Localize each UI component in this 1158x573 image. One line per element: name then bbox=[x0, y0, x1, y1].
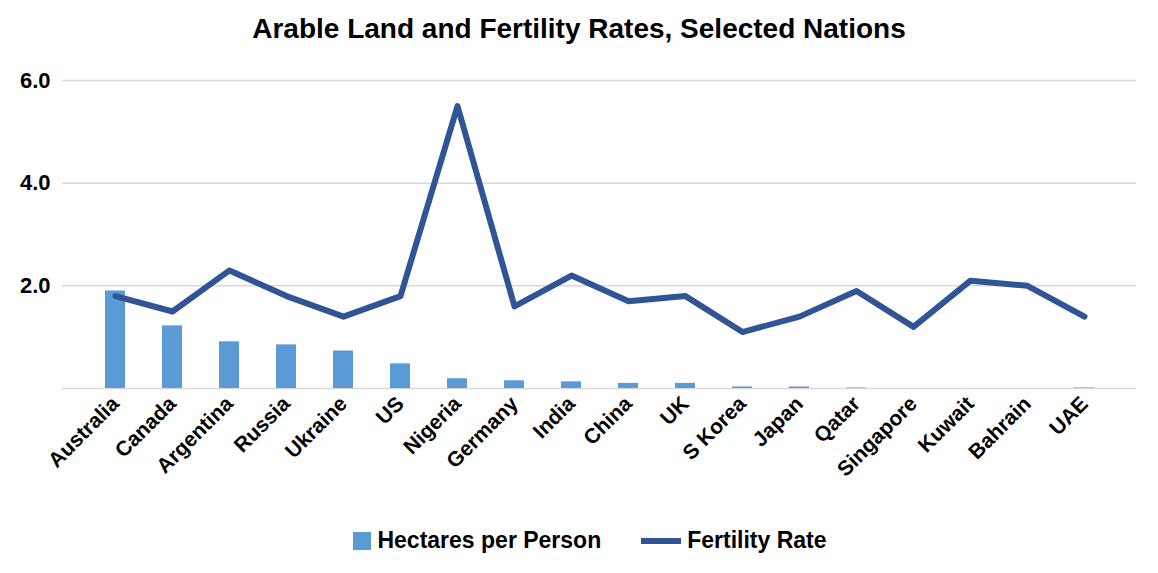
svg-text:S Korea: S Korea bbox=[678, 391, 751, 464]
svg-text:UAE: UAE bbox=[1044, 392, 1092, 440]
svg-text:Russia: Russia bbox=[229, 391, 295, 457]
svg-text:Singapore: Singapore bbox=[832, 392, 921, 481]
svg-text:Canada: Canada bbox=[110, 391, 181, 462]
svg-text:Kuwait: Kuwait bbox=[913, 391, 979, 457]
svg-text:Japan: Japan bbox=[748, 392, 807, 451]
svg-text:China: China bbox=[579, 391, 637, 449]
svg-text:6.0: 6.0 bbox=[20, 68, 51, 93]
svg-text:US: US bbox=[371, 392, 408, 429]
svg-text:India: India bbox=[528, 391, 579, 442]
svg-text:Germany: Germany bbox=[441, 391, 522, 472]
svg-text:UK: UK bbox=[655, 392, 693, 430]
html-text:Arable Land and Fertility Rate: Arable Land and Fertility Rates, Selecte… bbox=[252, 13, 906, 44]
svg-text:Argentina: Argentina bbox=[152, 391, 238, 477]
svg-text:4.0: 4.0 bbox=[20, 170, 51, 195]
html-text:Fertility Rate: Fertility Rate bbox=[687, 527, 827, 553]
svg-text:Ukraine: Ukraine bbox=[280, 392, 351, 463]
svg-text:Nigeria: Nigeria bbox=[398, 391, 466, 459]
svg-text:2.0: 2.0 bbox=[20, 273, 51, 298]
html-text:Hectares per Person: Hectares per Person bbox=[377, 527, 602, 553]
svg-text:Bahrain: Bahrain bbox=[964, 392, 1036, 464]
svg-text:Australia: Australia bbox=[43, 391, 123, 471]
svg-text:Qatar: Qatar bbox=[809, 392, 864, 447]
